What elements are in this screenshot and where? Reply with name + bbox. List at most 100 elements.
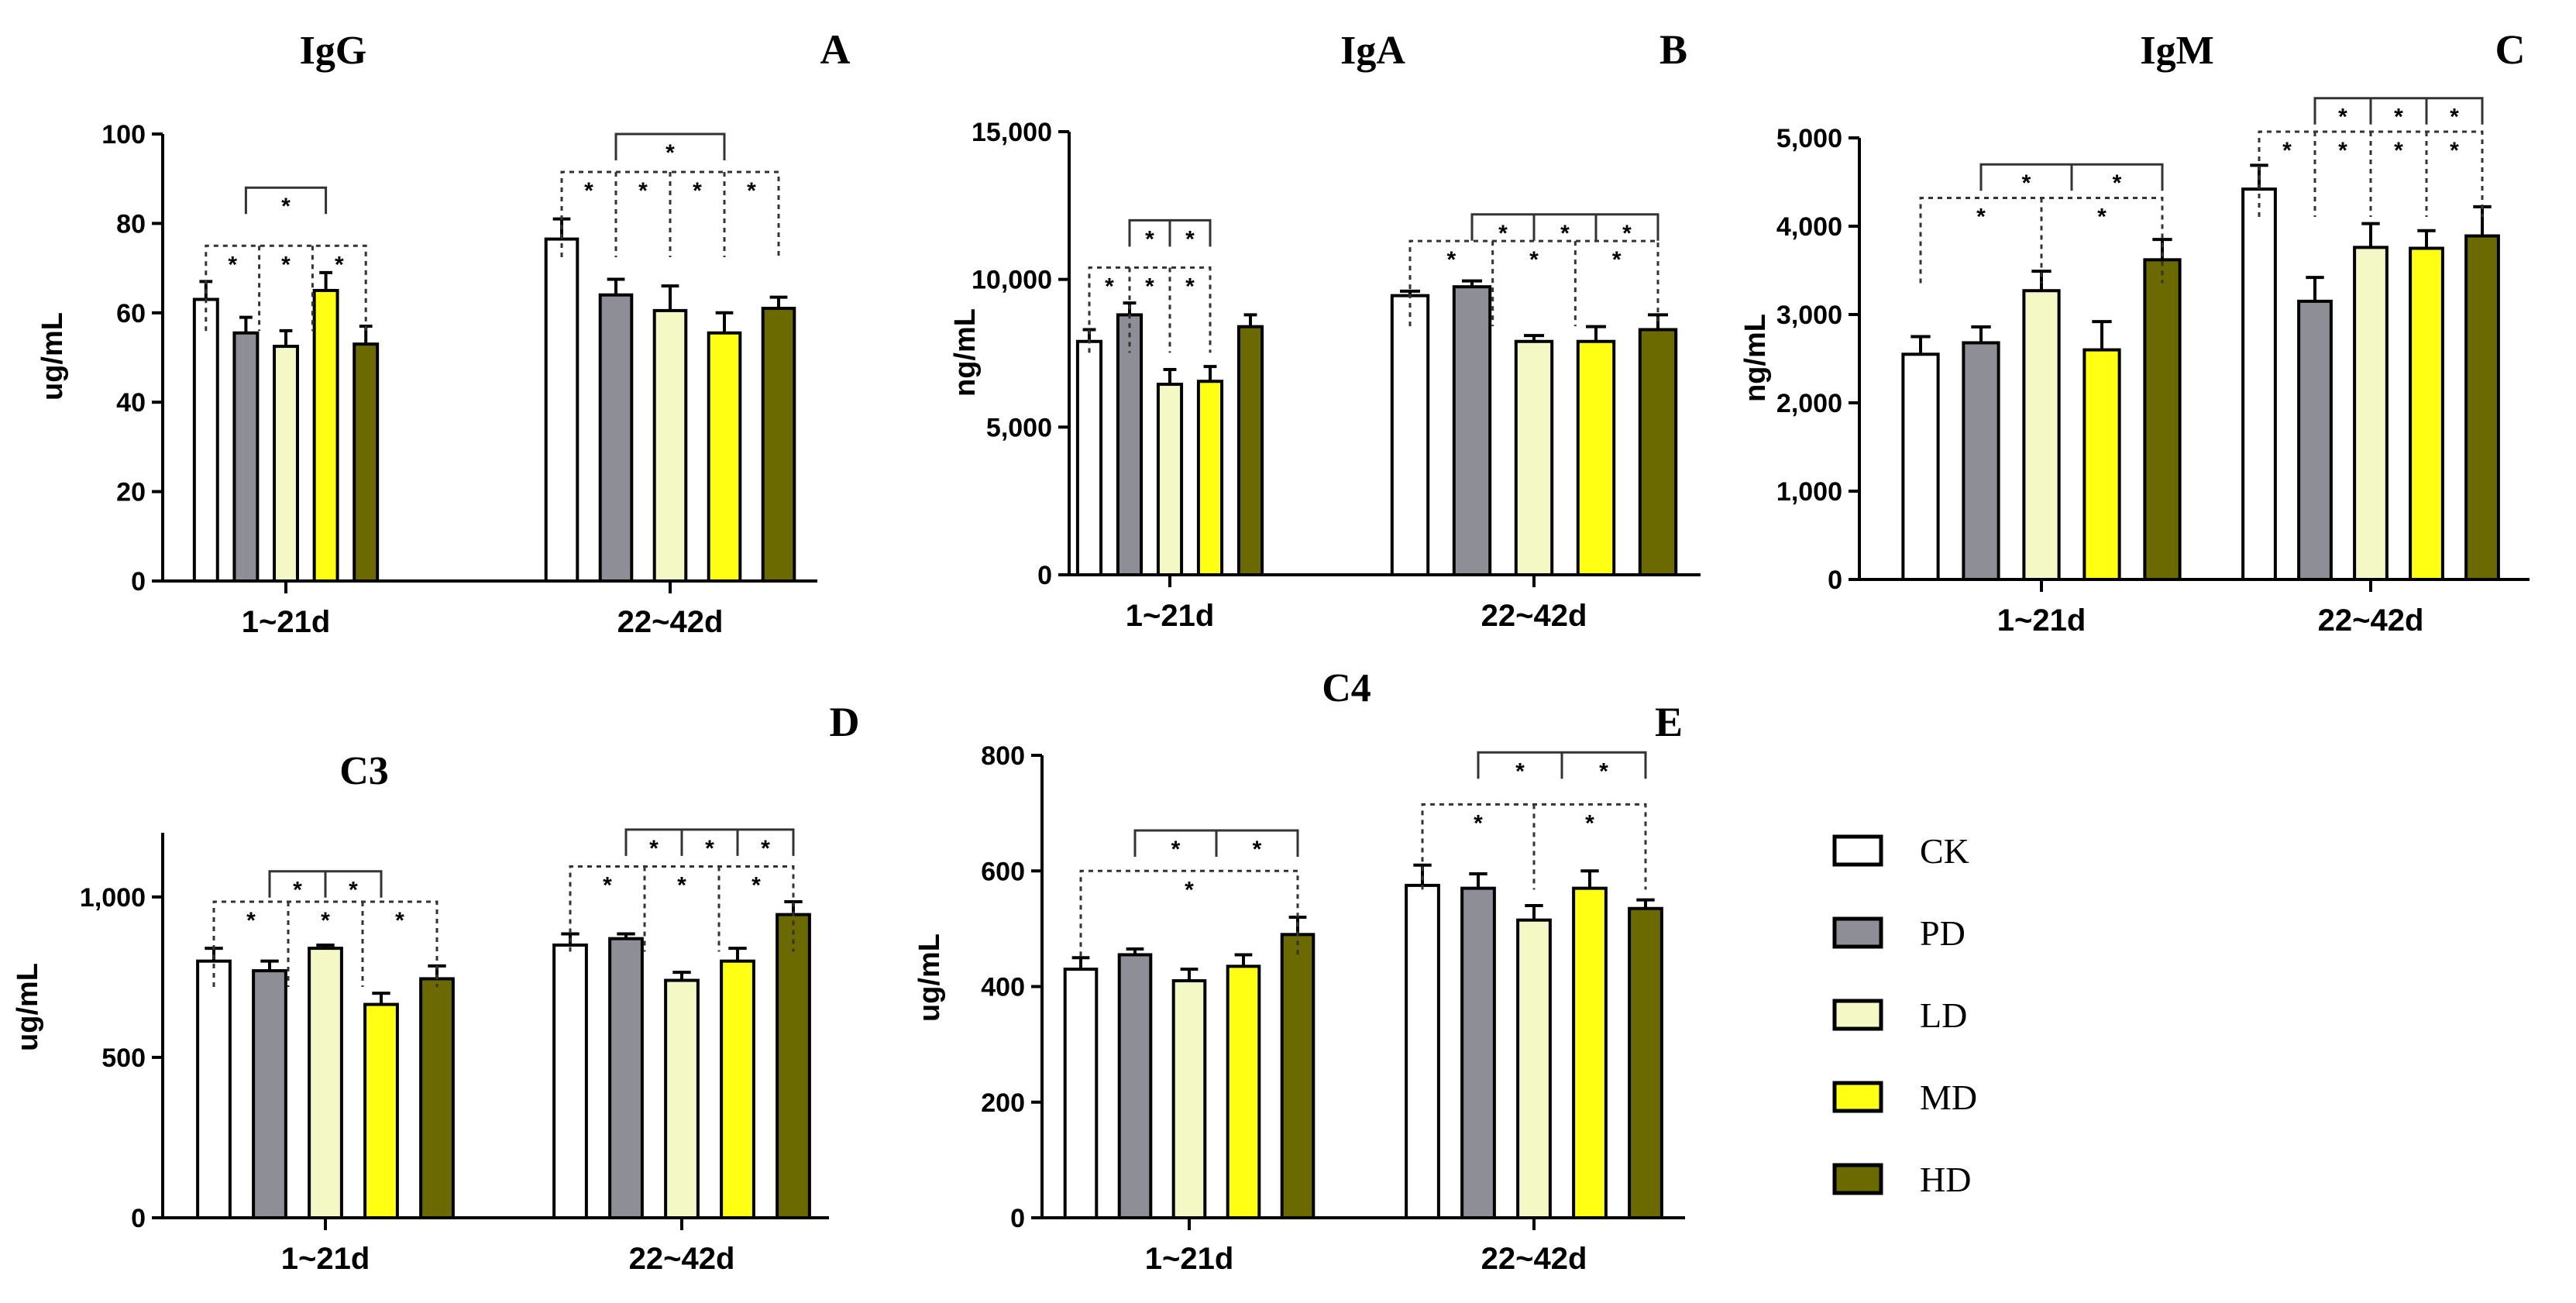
significance-star: * xyxy=(1529,247,1539,273)
significance-star: * xyxy=(1515,758,1525,784)
y-tick-label: 80 xyxy=(116,209,146,239)
y-axis-label: ng/mL xyxy=(1739,314,1772,402)
x-category-label: 22~42d xyxy=(617,605,724,639)
significance-star: * xyxy=(2338,105,2347,130)
x-category-label: 1~21d xyxy=(242,605,331,639)
significance-bracket xyxy=(1470,213,1659,241)
significance-star: * xyxy=(1474,810,1483,836)
bar-pd-2 xyxy=(2297,299,2333,581)
bar-md-2 xyxy=(720,959,755,1219)
significance-star: * xyxy=(2097,205,2107,230)
y-tick-label: 0 xyxy=(131,1204,146,1233)
x-category-label: 22~42d xyxy=(629,1242,735,1276)
y-tick-label: 2,000 xyxy=(1776,389,1842,418)
bar-hd-2 xyxy=(2464,234,2500,581)
significance-star: * xyxy=(2450,105,2459,130)
significance-star: * xyxy=(2338,138,2347,163)
panel-letter: A xyxy=(820,26,851,73)
y-tick-label: 1,000 xyxy=(80,883,146,913)
legend-swatch-pd xyxy=(1832,916,1883,949)
y-axis-label: ug/mL xyxy=(913,933,946,1022)
panel-letter: B xyxy=(1659,26,1687,73)
y-tick-label: 40 xyxy=(116,388,146,418)
x-category-label: 1~21d xyxy=(1145,1242,1234,1276)
y-tick-label: 600 xyxy=(981,857,1025,886)
significance-star: * xyxy=(761,836,770,861)
bar-pd-2 xyxy=(598,293,634,583)
significance-star: * xyxy=(2113,170,2122,196)
significance-star: * xyxy=(349,878,358,903)
significance-bracket xyxy=(212,900,439,988)
significance-bracket xyxy=(614,132,726,160)
bar-ld-1 xyxy=(1156,383,1184,577)
legend-swatch-ck xyxy=(1832,834,1883,867)
significance-star: * xyxy=(584,178,593,204)
bar-hd-1 xyxy=(353,342,380,583)
bar-md-1 xyxy=(2082,348,2121,581)
panel-letter: D xyxy=(830,699,860,745)
y-tick-label: 1,000 xyxy=(1776,477,1842,507)
significance-star: * xyxy=(1585,810,1594,836)
significance-star: * xyxy=(1976,205,1986,230)
significance-star: * xyxy=(1171,837,1181,862)
bar-ld-2 xyxy=(1516,918,1552,1220)
significance-bracket xyxy=(1421,803,1647,890)
x-category-label: 1~21d xyxy=(1126,599,1215,633)
y-tick-label: 800 xyxy=(981,741,1025,771)
bar-hd-2 xyxy=(1638,328,1678,576)
significance-star: * xyxy=(1145,273,1154,299)
significance-star: * xyxy=(638,178,648,204)
significance-bracket xyxy=(2313,97,2484,125)
bar-ck-2 xyxy=(544,237,580,583)
panel-letter: C xyxy=(2495,26,2526,73)
y-tick-label: 5,000 xyxy=(1776,124,1842,153)
bar-ck-1 xyxy=(1075,339,1103,576)
bar-hd-1 xyxy=(1280,933,1316,1220)
y-tick-label: 4,000 xyxy=(1776,212,1842,242)
significance-star: * xyxy=(1145,226,1154,252)
significance-star: * xyxy=(395,908,404,933)
bar-ck-1 xyxy=(1901,352,1940,581)
y-tick-label: 100 xyxy=(101,120,146,150)
bar-md-2 xyxy=(1572,886,1608,1219)
y-tick-label: 60 xyxy=(116,299,146,328)
panel-title: C3 xyxy=(339,749,389,793)
significance-star: * xyxy=(1185,877,1194,902)
significance-star: * xyxy=(693,178,702,204)
bar-ld-2 xyxy=(652,308,688,583)
x-category-label: 1~21d xyxy=(1997,603,2086,638)
significance-star: * xyxy=(751,872,761,898)
bar-pd-1 xyxy=(1962,341,2000,581)
bar-ck-1 xyxy=(1063,968,1099,1220)
bar-ld-2 xyxy=(2353,246,2389,581)
bar-md-2 xyxy=(1576,339,1616,576)
legend: CK PD LD MD HD xyxy=(1832,831,1977,1199)
significance-star: * xyxy=(246,908,256,933)
y-tick-label: 5,000 xyxy=(986,413,1052,442)
y-tick-label: 20 xyxy=(116,478,146,507)
y-tick-label: 0 xyxy=(1010,1204,1025,1233)
significance-bracket xyxy=(569,865,795,952)
panel-title: IgM xyxy=(2140,29,2213,73)
significance-star: * xyxy=(1560,221,1570,246)
bar-ck-2 xyxy=(1405,883,1440,1219)
significance-star: * xyxy=(649,836,659,861)
significance-bracket xyxy=(244,186,328,215)
significance-bracket xyxy=(1408,239,1659,327)
panel-c: IgM Cng/mL 0 1,000 2,000 3,000 4,000 5,000 1~21d… xyxy=(1739,26,2530,638)
bar-ld-2 xyxy=(1514,339,1554,576)
y-tick-label: 400 xyxy=(981,973,1025,1002)
bar-ld-2 xyxy=(664,978,700,1220)
bar-ld-1 xyxy=(273,345,299,583)
bar-hd-1 xyxy=(2143,258,2182,581)
x-category-label: 1~21d xyxy=(281,1242,370,1276)
significance-star: * xyxy=(335,252,344,277)
significance-star: * xyxy=(2394,138,2403,163)
legend-label-md: MD xyxy=(1920,1078,1977,1117)
y-tick-label: 0 xyxy=(131,567,146,596)
y-tick-label: 500 xyxy=(101,1043,146,1073)
legend-swatch-hd xyxy=(1832,1163,1883,1195)
